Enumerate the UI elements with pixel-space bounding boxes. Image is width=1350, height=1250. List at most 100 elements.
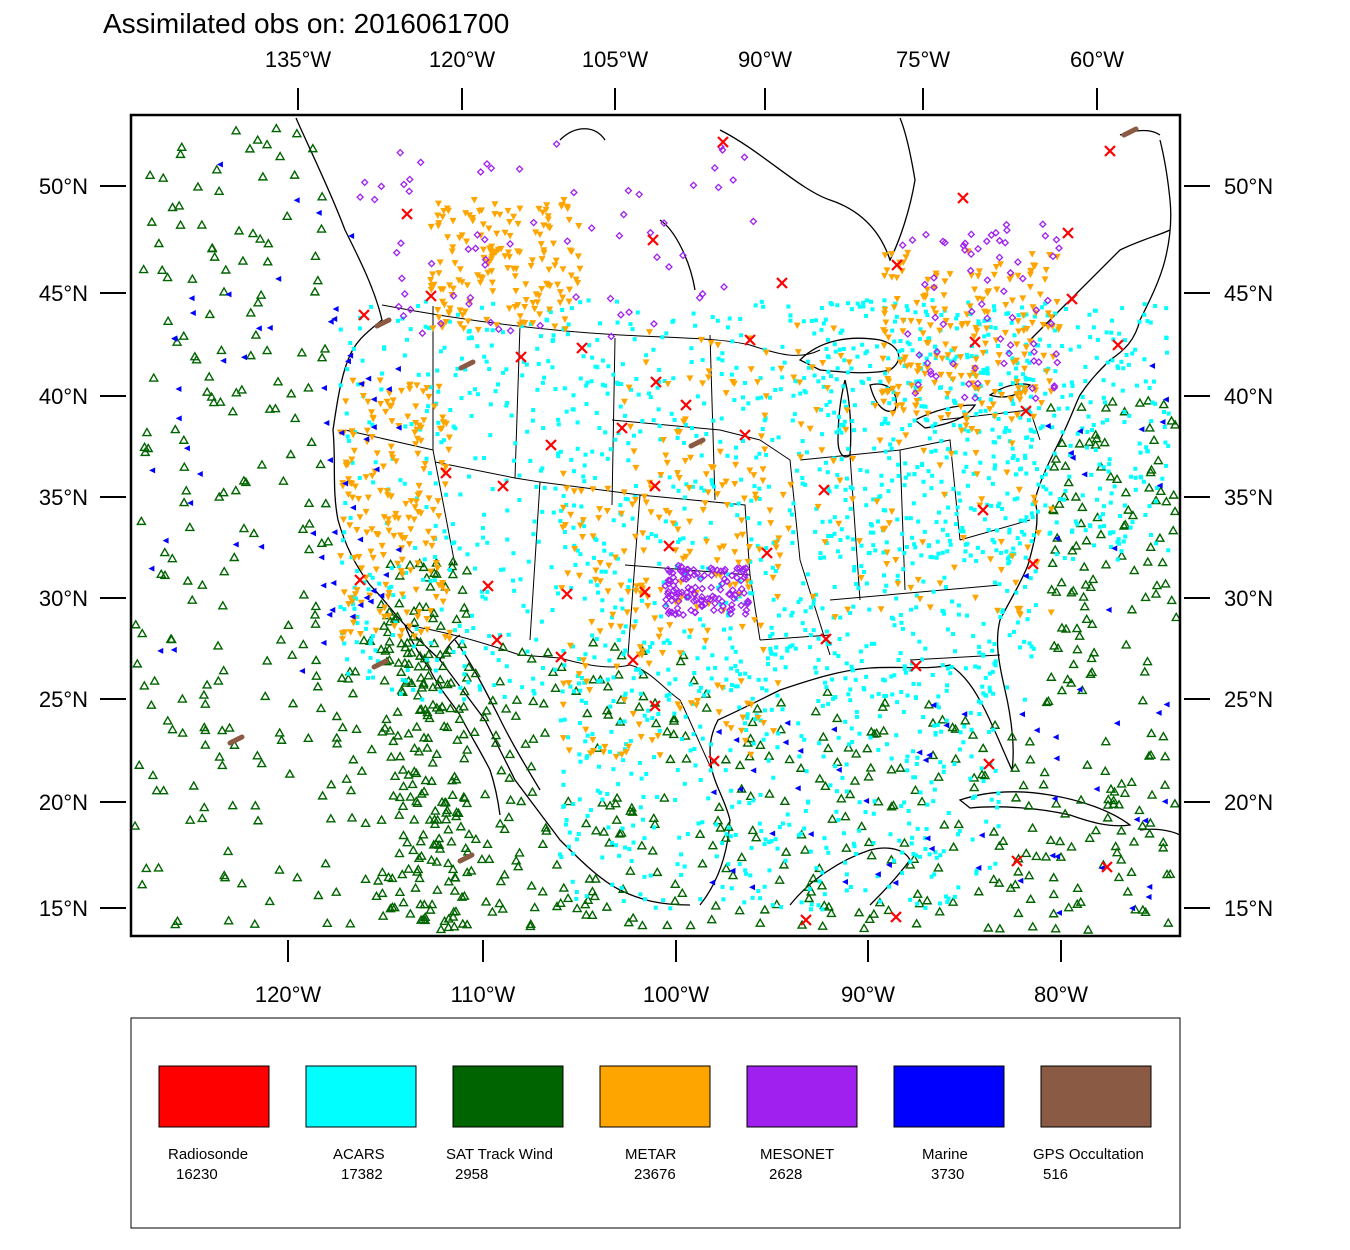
observation-marker xyxy=(600,855,605,860)
observation-marker xyxy=(1032,306,1041,315)
observation-marker xyxy=(628,738,633,743)
observation-marker xyxy=(563,545,568,550)
observation-marker xyxy=(968,426,976,433)
observation-marker xyxy=(713,491,721,498)
observation-marker xyxy=(635,651,643,659)
observation-marker xyxy=(1045,402,1057,412)
observation-marker xyxy=(699,485,704,490)
observation-marker xyxy=(588,618,596,626)
observation-marker xyxy=(1150,400,1155,405)
observation-marker xyxy=(947,538,952,543)
observation-marker xyxy=(923,699,935,709)
observation-marker xyxy=(529,300,537,307)
observation-marker xyxy=(398,627,406,635)
observation-marker xyxy=(850,748,862,758)
observation-marker xyxy=(676,566,685,575)
observation-marker xyxy=(594,637,599,642)
observation-marker xyxy=(132,658,143,668)
observation-marker xyxy=(551,859,563,869)
observation-marker xyxy=(621,523,626,528)
observation-marker xyxy=(638,671,643,676)
observation-marker xyxy=(393,657,404,667)
observation-marker xyxy=(558,585,566,592)
observation-marker xyxy=(682,629,687,634)
observation-marker xyxy=(563,485,571,492)
observation-marker xyxy=(850,537,855,542)
observation-marker xyxy=(947,722,958,732)
observation-marker xyxy=(949,376,957,384)
legend-swatch-radiosonde xyxy=(158,1065,270,1128)
observation-marker xyxy=(797,754,802,759)
observation-marker xyxy=(664,565,673,574)
observation-marker xyxy=(1013,866,1024,876)
observation-marker xyxy=(983,758,995,770)
observation-marker xyxy=(385,386,392,393)
observation-marker xyxy=(912,472,917,477)
observation-marker xyxy=(671,484,676,489)
observation-marker xyxy=(697,576,702,581)
observation-marker xyxy=(824,541,829,546)
observation-marker xyxy=(342,530,347,535)
observation-marker xyxy=(551,333,556,338)
observation-marker xyxy=(1143,395,1154,405)
observation-marker xyxy=(864,674,869,679)
observation-marker xyxy=(885,520,893,527)
observation-marker xyxy=(475,392,480,397)
observation-marker xyxy=(724,677,729,682)
observation-marker xyxy=(1013,258,1022,266)
observation-marker xyxy=(397,764,409,774)
observation-marker xyxy=(871,402,879,410)
observation-marker xyxy=(580,818,592,828)
observation-marker xyxy=(397,387,405,395)
observation-marker xyxy=(821,375,826,380)
observation-marker xyxy=(442,464,450,471)
observation-marker xyxy=(737,601,746,610)
observation-marker xyxy=(925,313,930,318)
observation-marker xyxy=(207,242,218,252)
observation-marker xyxy=(1137,820,1148,830)
observation-marker xyxy=(584,402,589,407)
observation-marker xyxy=(1005,685,1010,690)
observation-marker xyxy=(794,379,799,384)
observation-marker xyxy=(651,615,659,622)
observation-marker xyxy=(1023,870,1035,880)
observation-marker xyxy=(988,826,1000,836)
observation-marker xyxy=(1054,853,1061,860)
observation-marker xyxy=(245,350,257,360)
observation-marker xyxy=(746,401,751,406)
observation-marker xyxy=(743,671,748,676)
observation-marker xyxy=(775,535,783,542)
observation-marker xyxy=(950,564,958,572)
observation-marker xyxy=(921,715,926,720)
observation-marker xyxy=(973,794,978,799)
observation-marker xyxy=(403,609,411,617)
observation-marker xyxy=(800,476,805,481)
observation-marker xyxy=(932,272,940,280)
observation-marker xyxy=(570,488,578,495)
observation-marker xyxy=(629,688,634,693)
observation-marker xyxy=(878,725,889,735)
observation-marker xyxy=(769,707,774,712)
observation-marker xyxy=(921,404,926,409)
observation-marker xyxy=(576,342,588,354)
observation-marker xyxy=(264,403,276,413)
observation-marker xyxy=(1129,905,1136,912)
observation-marker xyxy=(890,304,898,311)
observation-marker xyxy=(1109,330,1114,335)
observation-marker xyxy=(718,602,723,607)
observation-marker xyxy=(275,634,287,644)
observation-marker xyxy=(816,636,821,641)
observation-marker xyxy=(605,456,610,461)
observation-marker xyxy=(1056,406,1061,411)
observation-marker xyxy=(902,667,907,672)
observation-marker xyxy=(457,584,468,594)
observation-marker xyxy=(366,587,371,592)
observation-marker xyxy=(1142,817,1149,824)
observation-marker xyxy=(871,543,876,548)
observation-marker xyxy=(644,772,649,777)
observation-marker xyxy=(449,291,458,300)
observation-marker xyxy=(546,224,554,232)
observation-marker xyxy=(622,749,630,756)
observation-marker xyxy=(464,318,472,325)
observation-marker xyxy=(676,539,681,544)
